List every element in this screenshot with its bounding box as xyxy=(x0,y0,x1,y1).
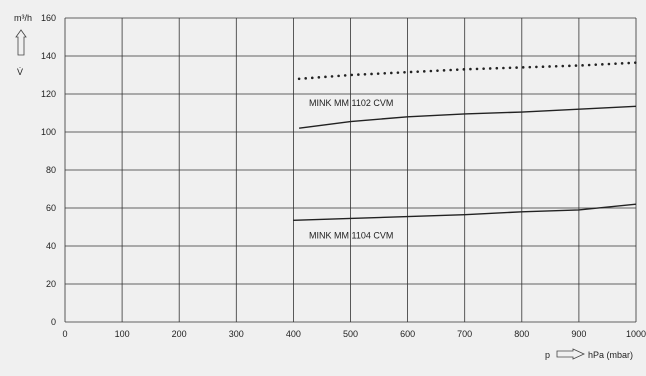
x-tick-label: 1000 xyxy=(626,329,646,339)
x-axis-arrow-icon xyxy=(556,348,585,360)
x-tick-label: 500 xyxy=(343,329,358,339)
y-tick-label: 60 xyxy=(46,203,56,213)
x-tick-label: 900 xyxy=(571,329,586,339)
x-tick-label: 700 xyxy=(457,329,472,339)
x-tick-label: 600 xyxy=(400,329,415,339)
series-line-3 xyxy=(293,203,637,222)
y-axis-symbol: V̇ xyxy=(17,67,23,77)
series-line-2 xyxy=(299,105,637,129)
x-tick-label: 0 xyxy=(62,329,67,339)
y-tick-label: 160 xyxy=(41,13,56,23)
y-tick-labels: 0 20 40 60 80 100 120 140 160 xyxy=(41,13,56,327)
x-tick-label: 300 xyxy=(229,329,244,339)
series-labels: MINK MM 1102 CVM MINK MM 1104 CVM xyxy=(309,98,393,240)
y-tick-label: 80 xyxy=(46,165,56,175)
x-axis-unit: hPa (mbar) xyxy=(588,350,633,360)
series-line-1 xyxy=(297,61,638,81)
x-tick-label: 400 xyxy=(286,329,301,339)
y-axis-arrow-icon xyxy=(15,29,27,56)
x-tick-label: 800 xyxy=(514,329,529,339)
y-axis-unit: m³/h xyxy=(14,13,32,23)
x-axis-symbol: p xyxy=(545,350,550,360)
y-tick-label: 100 xyxy=(41,127,56,137)
x-tick-label: 200 xyxy=(172,329,187,339)
series-label: MINK MM 1102 CVM xyxy=(309,98,393,108)
y-tick-label: 120 xyxy=(41,89,56,99)
y-tick-label: 20 xyxy=(46,279,56,289)
series-group xyxy=(293,61,638,222)
x-tick-label: 100 xyxy=(115,329,130,339)
y-tick-label: 0 xyxy=(51,317,56,327)
grid xyxy=(64,17,637,323)
y-tick-label: 140 xyxy=(41,51,56,61)
x-tick-labels: 0 100 200 300 400 500 600 700 800 900 1000 xyxy=(62,329,646,339)
series-label: MINK MM 1104 CVM xyxy=(309,230,393,240)
y-tick-label: 40 xyxy=(46,241,56,251)
